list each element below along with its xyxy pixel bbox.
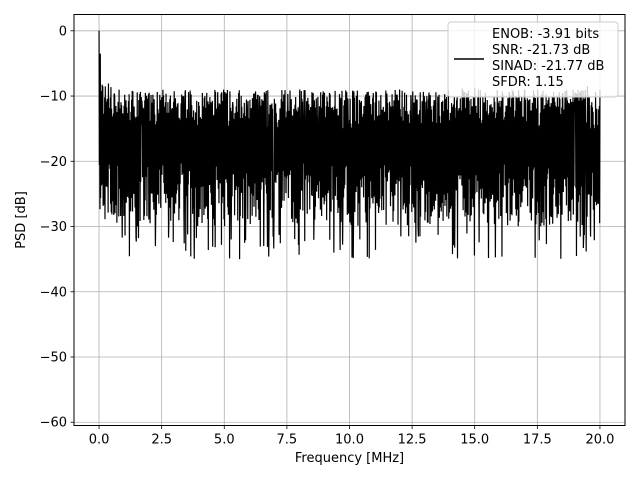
legend-entry-sinad: SINAD: -21.77 dB — [492, 59, 604, 74]
x-tick-label: 10.0 — [335, 433, 364, 448]
legend-entry-enob: ENOB: -3.91 bits — [492, 27, 599, 42]
x-tick-label: 17.5 — [523, 433, 552, 448]
y-tick-label: −40 — [40, 285, 67, 300]
y-tick-label: −30 — [40, 220, 67, 235]
x-tick-label: 5.0 — [214, 433, 235, 448]
y-ticks: 0 −10 −20 −30 −40 −50 −60 — [40, 24, 74, 431]
y-tick-label: −10 — [40, 90, 67, 105]
x-tick-label: 2.5 — [151, 433, 172, 448]
legend: ENOB: -3.91 bits SNR: -21.73 dB SINAD: -… — [447, 21, 619, 98]
legend-entry-snr: SNR: -21.73 dB — [492, 43, 590, 58]
x-tick-label: 15.0 — [460, 433, 489, 448]
psd-trace — [98, 30, 601, 260]
y-tick-label: −50 — [40, 351, 67, 366]
x-ticks: 0.0 2.5 5.0 7.5 10.0 12.5 15.0 17.5 20.0 — [89, 425, 614, 448]
y-tick-label: −60 — [40, 416, 67, 431]
y-axis-label: PSD [dB] — [14, 191, 29, 249]
x-axis-label: Frequency [MHz] — [295, 451, 404, 466]
x-tick-label: 7.5 — [277, 433, 298, 448]
x-tick-label: 20.0 — [585, 433, 614, 448]
legend-box — [447, 21, 619, 98]
x-tick-label: 0.0 — [89, 433, 110, 448]
x-tick-label: 12.5 — [398, 433, 427, 448]
psd-series-line — [98, 30, 601, 260]
y-tick-label: −20 — [40, 155, 67, 170]
y-tick-label: 0 — [59, 24, 67, 39]
legend-entry-sfdr: SFDR: 1.15 — [492, 75, 564, 90]
